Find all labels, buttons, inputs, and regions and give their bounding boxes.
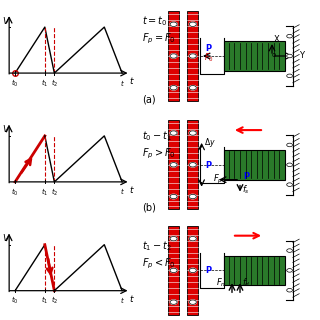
Text: $F_p$: $F_p$ — [213, 173, 223, 186]
Bar — [224, 150, 285, 180]
Bar — [168, 11, 179, 100]
Text: $t_1$: $t_1$ — [41, 295, 49, 307]
Text: $\Delta y$: $\Delta y$ — [204, 136, 216, 149]
Circle shape — [170, 22, 177, 27]
Text: $f_s$: $f_s$ — [243, 184, 250, 196]
Text: $F_p = F_0$: $F_p = F_0$ — [142, 31, 176, 45]
Text: $t_0$: $t_0$ — [11, 187, 19, 198]
Text: $V$: $V$ — [3, 15, 11, 26]
Circle shape — [189, 22, 196, 27]
Circle shape — [287, 74, 292, 78]
Text: $t_2$: $t_2$ — [51, 78, 58, 89]
Text: $t_1$: $t_1$ — [41, 78, 49, 89]
Text: $t = t_0$: $t = t_0$ — [142, 14, 168, 28]
Circle shape — [170, 194, 177, 199]
Text: $t_0$: $t_0$ — [11, 78, 19, 89]
Text: $F_p > F_0$: $F_p > F_0$ — [142, 147, 176, 161]
Circle shape — [287, 183, 292, 187]
Circle shape — [189, 236, 196, 241]
Text: $t_0-t_1$: $t_0-t_1$ — [142, 129, 172, 143]
Text: $t$: $t$ — [120, 78, 124, 88]
Text: P: P — [206, 44, 212, 53]
Text: $V$: $V$ — [3, 232, 11, 243]
Text: $t$: $t$ — [129, 76, 134, 86]
Text: $t$: $t$ — [129, 293, 134, 304]
Bar — [187, 120, 198, 209]
Text: $t$: $t$ — [129, 184, 134, 195]
Text: $t_2$: $t_2$ — [51, 187, 58, 198]
Circle shape — [287, 249, 292, 252]
Text: $F_n$: $F_n$ — [216, 276, 226, 289]
Text: X: X — [274, 35, 279, 44]
Bar — [187, 226, 198, 315]
Text: $t$: $t$ — [120, 187, 124, 196]
Text: o: o — [272, 52, 276, 58]
Text: (b): (b) — [142, 203, 156, 213]
Text: $F_0$: $F_0$ — [204, 52, 213, 64]
Text: (a): (a) — [142, 94, 156, 104]
Bar — [168, 120, 179, 209]
Circle shape — [189, 268, 196, 273]
Text: P: P — [243, 172, 249, 181]
Text: $t_0$: $t_0$ — [11, 295, 19, 307]
Text: P: P — [206, 161, 212, 170]
Circle shape — [287, 143, 292, 147]
Bar — [224, 255, 285, 285]
Circle shape — [189, 54, 196, 58]
Circle shape — [170, 85, 177, 90]
Bar — [168, 226, 179, 315]
Circle shape — [189, 131, 196, 135]
Circle shape — [170, 163, 177, 167]
Text: Y: Y — [299, 52, 304, 60]
Circle shape — [189, 300, 196, 304]
Bar — [224, 41, 285, 71]
Circle shape — [287, 163, 292, 167]
Circle shape — [189, 194, 196, 199]
Circle shape — [189, 163, 196, 167]
Circle shape — [170, 54, 177, 58]
Text: $t_1-t_2$: $t_1-t_2$ — [142, 239, 172, 253]
Circle shape — [170, 300, 177, 304]
Text: $t_1$: $t_1$ — [41, 187, 49, 198]
Bar — [187, 11, 198, 100]
Text: $F_p < F_0$: $F_p < F_0$ — [142, 257, 176, 271]
Circle shape — [287, 54, 292, 58]
Circle shape — [287, 268, 292, 272]
Text: $t_2$: $t_2$ — [51, 295, 58, 307]
Text: $t$: $t$ — [120, 295, 124, 305]
Circle shape — [189, 85, 196, 90]
Circle shape — [287, 34, 292, 38]
Circle shape — [287, 288, 292, 292]
Text: P: P — [206, 266, 212, 276]
Text: $f_d$: $f_d$ — [243, 276, 251, 289]
Circle shape — [170, 131, 177, 135]
Circle shape — [170, 268, 177, 273]
Text: $V$: $V$ — [3, 124, 11, 134]
Circle shape — [170, 236, 177, 241]
